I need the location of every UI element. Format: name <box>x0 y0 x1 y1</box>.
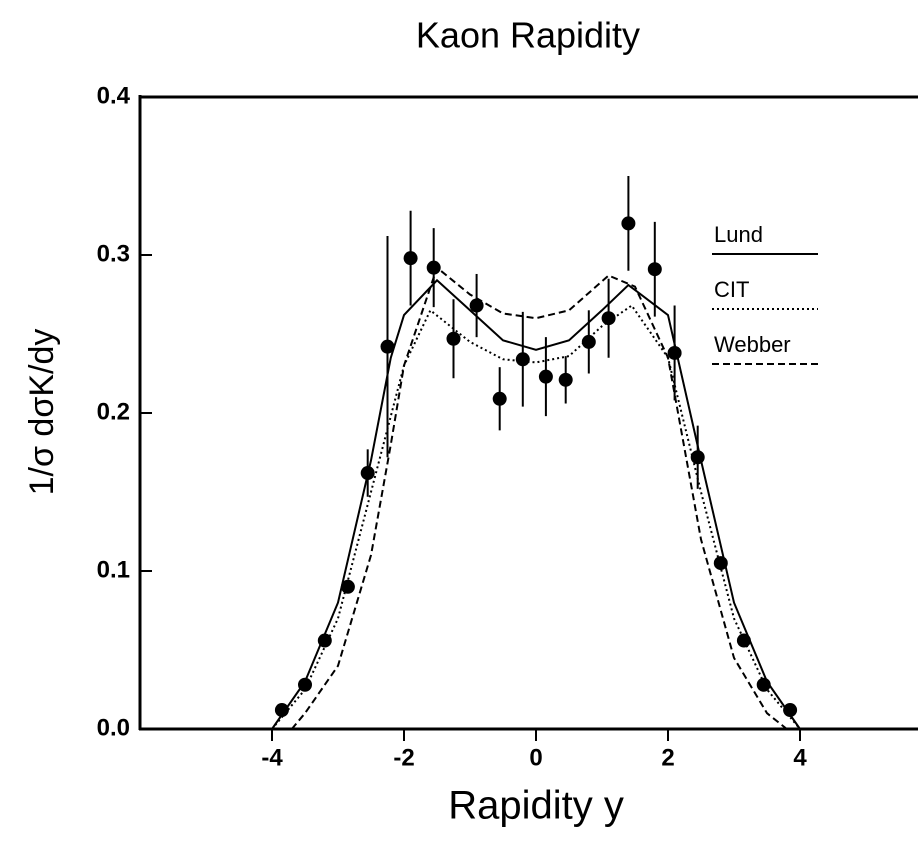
data-point <box>360 466 375 481</box>
x-tick-label: 0 <box>529 744 542 771</box>
data-point <box>492 391 507 406</box>
y-tick-label: 0.1 <box>97 556 130 583</box>
data-point <box>380 339 395 354</box>
data-point <box>515 352 530 367</box>
data-point <box>783 703 798 718</box>
x-tick-label: -4 <box>261 744 283 771</box>
legend-label: CIT <box>714 277 749 302</box>
legend-label: Lund <box>714 222 763 247</box>
y-tick-label: 0.2 <box>97 398 130 425</box>
data-point <box>736 633 751 648</box>
data-point <box>581 334 596 349</box>
y-tick-label: 0.0 <box>97 714 130 741</box>
data-point <box>298 677 312 692</box>
x-tick-label: 2 <box>661 744 674 771</box>
data-point <box>601 311 616 326</box>
data-point <box>713 556 728 571</box>
data-point <box>403 251 418 266</box>
data-point <box>340 579 355 594</box>
x-tick-label: -2 <box>393 744 414 771</box>
data-point <box>667 345 682 360</box>
chart-title: Kaon Rapidity <box>416 15 640 56</box>
data-point <box>558 372 573 387</box>
data-point <box>756 677 771 692</box>
data-point <box>446 331 461 346</box>
y-tick-label: 0.4 <box>97 82 131 109</box>
data-point <box>426 260 441 275</box>
curve <box>291 265 788 730</box>
y-tick-label: 0.3 <box>97 240 130 267</box>
data-point <box>317 633 332 648</box>
x-axis-label: Rapidity y <box>448 784 624 828</box>
data-point <box>621 216 636 231</box>
data-point <box>690 450 705 465</box>
y-axis-label: 1/σ dσK/dy <box>23 329 61 496</box>
curve <box>271 304 801 730</box>
data-point <box>647 262 662 277</box>
legend-label: Webber <box>714 332 791 357</box>
data-point <box>538 369 553 384</box>
curve <box>271 278 801 730</box>
x-tick-label: 4 <box>793 744 807 771</box>
data-point <box>469 298 484 313</box>
data-point <box>274 703 289 718</box>
